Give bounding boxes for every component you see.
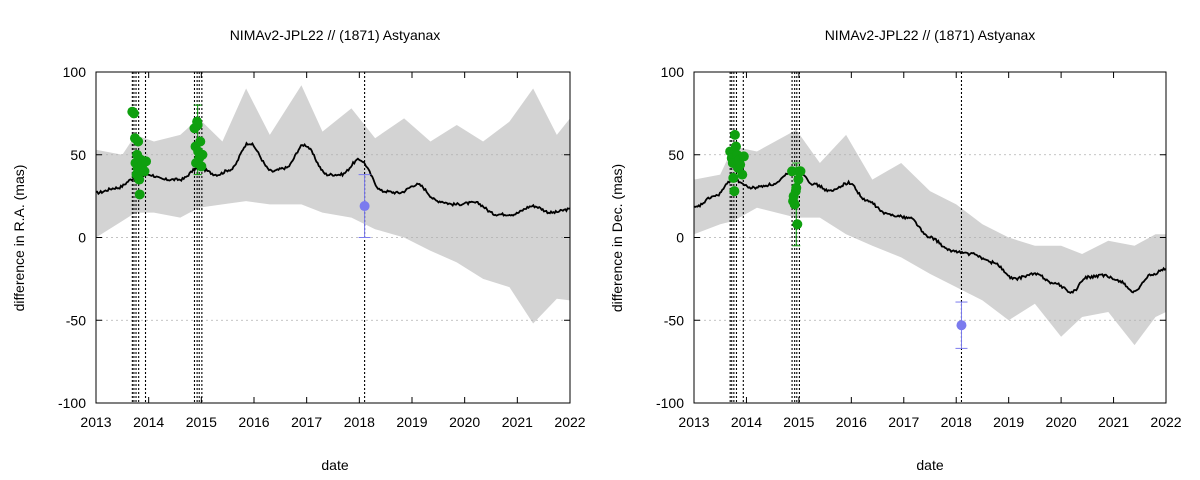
green-point	[789, 199, 800, 210]
plot-area: 2013 2014 2015 2016 2017 2018 2019 2020 2021 2022…	[656, 64, 1182, 430]
x-tick-label: 2019	[396, 414, 427, 430]
green-point	[197, 149, 208, 160]
x-tick-label: 2013	[80, 414, 111, 430]
green-point	[737, 169, 748, 180]
x-tick-label: 2017	[291, 414, 322, 430]
green-point	[141, 156, 152, 167]
green-point	[735, 159, 746, 170]
x-tick-label: 2018	[941, 414, 972, 430]
x-tick-label: 2021	[502, 414, 533, 430]
plot-area: 2013 2014 2015 2016 2017 2018 2019 2020 2021 2022…	[58, 64, 586, 430]
y-tick-label: -50	[664, 312, 684, 328]
y-tick-label: -50	[66, 312, 86, 328]
green-point	[192, 119, 203, 130]
green-point	[792, 219, 803, 230]
model-curve	[693, 166, 1167, 295]
green-point	[738, 151, 749, 162]
x-tick-label: 2014	[731, 414, 762, 430]
y-axis-label: difference in R.A. (mas)	[11, 165, 27, 312]
x-tick-label: 2018	[344, 414, 375, 430]
x-tick-label: 2016	[238, 414, 269, 430]
green-point	[729, 186, 740, 197]
x-tick-label: 2014	[133, 414, 164, 430]
green-point	[793, 174, 804, 185]
green-point	[787, 166, 798, 177]
x-tick-label: 2017	[888, 414, 919, 430]
x-tick-label: 2020	[449, 414, 480, 430]
blue-point	[359, 201, 370, 212]
blue-point	[956, 320, 967, 331]
y-tick-label: 0	[78, 230, 86, 246]
green-point	[128, 108, 139, 119]
y-tick-label: 50	[668, 147, 684, 163]
y-axis-label: difference in Dec. (mas)	[609, 164, 625, 312]
y-tick-label: 0	[676, 230, 684, 246]
green-point	[196, 161, 207, 172]
x-tick-label: 2022	[1150, 414, 1181, 430]
x-tick-label: 2019	[993, 414, 1024, 430]
model-curve	[95, 141, 571, 217]
uncertainty-band	[96, 85, 570, 324]
y-tick-label: 50	[70, 147, 86, 163]
panel-title: NIMAv2-JPL22 // (1871) Astyanax	[825, 27, 1036, 43]
x-tick-label: 2015	[783, 414, 814, 430]
y-tick-label: 100	[63, 64, 87, 80]
panel-title: NIMAv2-JPL22 // (1871) Astyanax	[230, 27, 441, 43]
x-tick-label: 2021	[1098, 414, 1129, 430]
x-axis-label: date	[321, 457, 348, 473]
panel-ra: NIMAv2-JPL22 // (1871) Astyanax differen…	[11, 27, 586, 473]
green-point	[134, 174, 145, 185]
green-point	[139, 166, 150, 177]
x-tick-label: 2016	[836, 414, 867, 430]
y-tick-label: -100	[58, 395, 86, 411]
x-tick-label: 2022	[554, 414, 585, 430]
green-point	[795, 166, 806, 177]
panel-dec: NIMAv2-JPL22 // (1871) Astyanax differen…	[609, 27, 1182, 473]
green-point	[730, 141, 741, 152]
x-tick-label: 2013	[678, 414, 709, 430]
x-axis-label: date	[916, 457, 943, 473]
y-tick-label: 100	[661, 64, 685, 80]
x-tick-label: 2015	[186, 414, 217, 430]
green-point	[729, 129, 740, 140]
green-point	[133, 136, 144, 147]
green-point	[195, 136, 206, 147]
green-point	[791, 182, 802, 193]
y-tick-label: -100	[656, 395, 684, 411]
x-tick-label: 2020	[1046, 414, 1077, 430]
green-point	[728, 172, 739, 183]
green-point	[134, 189, 145, 200]
